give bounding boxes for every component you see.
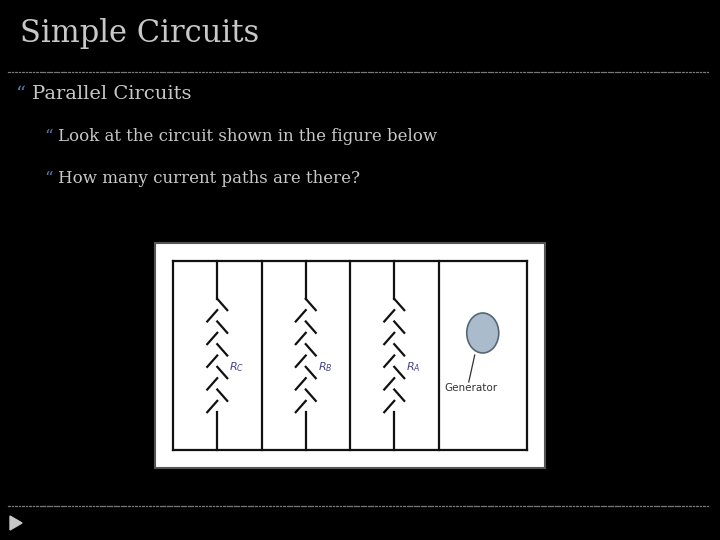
Text: How many current paths are there?: How many current paths are there? [58, 170, 360, 187]
Text: $R_B$: $R_B$ [318, 361, 333, 374]
Polygon shape [10, 516, 22, 530]
Bar [155, 243, 545, 468]
Text: “: “ [16, 85, 26, 103]
Ellipse shape [467, 313, 499, 353]
Text: $R_C$: $R_C$ [229, 361, 244, 374]
Text: “: “ [44, 170, 53, 187]
Text: Generator: Generator [444, 383, 498, 393]
Text: Simple Circuits: Simple Circuits [20, 18, 259, 49]
Text: Look at the circuit shown in the figure below: Look at the circuit shown in the figure … [58, 128, 437, 145]
Text: “: “ [44, 128, 53, 145]
Text: Parallel Circuits: Parallel Circuits [32, 85, 192, 103]
Text: $R_A$: $R_A$ [406, 361, 420, 374]
